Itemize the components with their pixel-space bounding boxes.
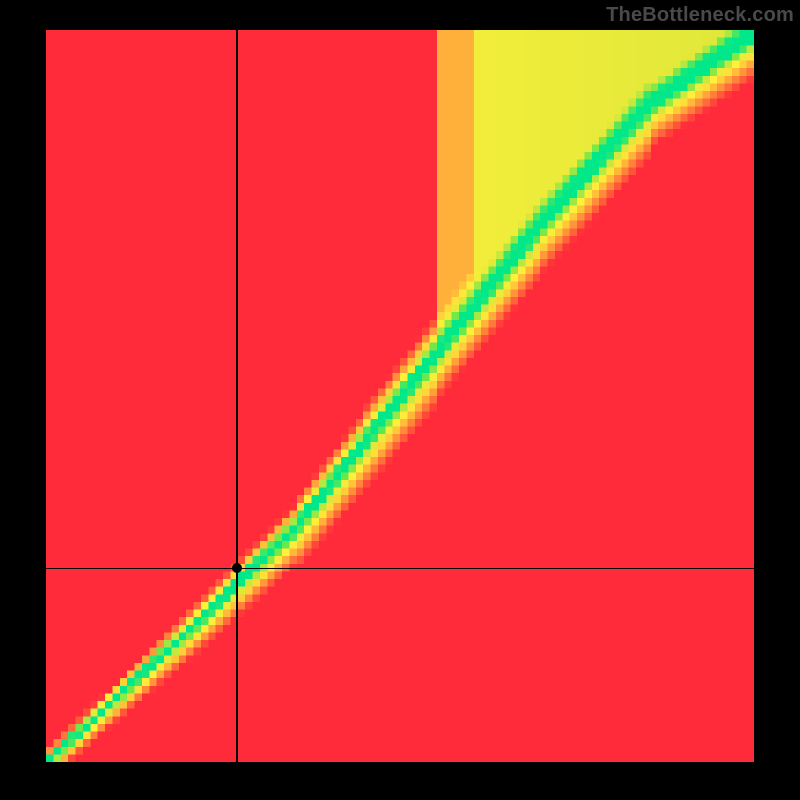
heatmap-canvas [46,30,754,762]
heatmap-plot-area [46,30,754,762]
watermark-text: TheBottleneck.com [606,4,794,27]
chart-frame: TheBottleneck.com [0,0,800,800]
